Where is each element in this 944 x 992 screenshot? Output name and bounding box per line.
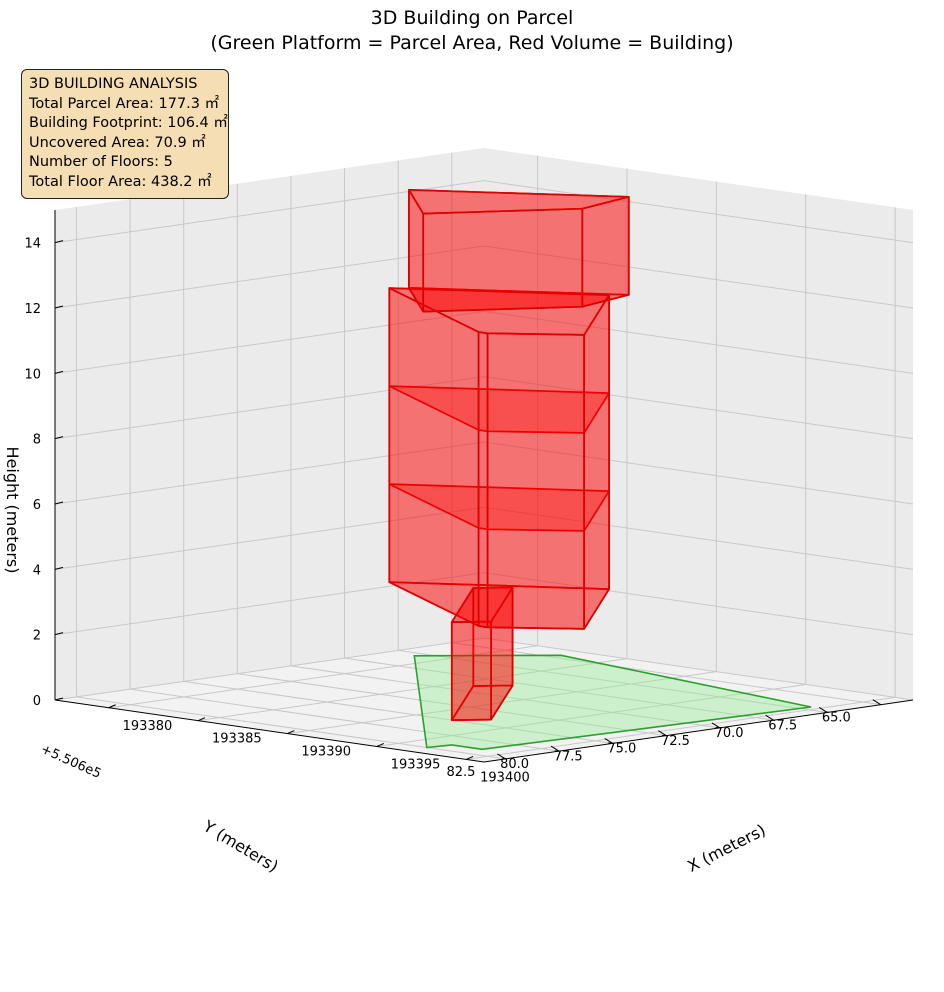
grid-line — [54, 180, 485, 244]
x-axis-line — [54, 699, 485, 763]
y-tick — [818, 706, 828, 713]
z-tick — [54, 501, 64, 505]
grid-line — [483, 637, 914, 701]
axis-lines — [54, 210, 914, 763]
grid-line — [483, 441, 914, 505]
grid-line — [483, 376, 914, 440]
analysis-line-footprint: Building Footprint: 106.4 ㎡ — [29, 115, 228, 131]
z-tick-label: 12 — [24, 302, 41, 317]
building-wall — [581, 195, 630, 308]
z-tick — [54, 436, 64, 440]
z-tick — [54, 305, 64, 309]
z-tick — [54, 240, 64, 244]
building-wall — [477, 331, 489, 629]
grid-line — [54, 441, 485, 505]
grid-line — [451, 642, 881, 706]
x-tick-label: 193390 — [301, 745, 351, 760]
y-tick — [497, 753, 506, 760]
grid-line — [483, 310, 914, 374]
y-tick-label: 80.0 — [500, 757, 529, 772]
analysis-heading: 3D BUILDING ANALYSIS — [29, 76, 198, 92]
z-tick-label: 4 — [33, 563, 41, 578]
building-volume — [388, 189, 630, 721]
z-tick-label: 0 — [33, 694, 41, 709]
y-tick — [872, 699, 882, 706]
z-axis-label: Height (meters) — [3, 447, 22, 574]
y-tick — [550, 745, 560, 752]
z-tick-label: 6 — [33, 498, 41, 513]
building-floor-slab — [388, 483, 610, 532]
parcel-platform — [413, 654, 812, 751]
y-tick — [711, 722, 721, 729]
grid-line — [54, 245, 485, 309]
tick-marks — [54, 240, 882, 760]
parcel-polygon — [413, 654, 812, 751]
analysis-line-floor-area: Total Floor Area: 438.2 ㎡ — [29, 173, 212, 190]
y-tick-label: 67.5 — [768, 718, 797, 733]
y-axis-label: Y (meters) — [199, 816, 281, 876]
y-tick-label: 65.0 — [822, 711, 851, 726]
z-tick — [54, 370, 64, 374]
grid-line — [483, 245, 914, 309]
grid-line — [376, 684, 806, 747]
analysis-summary-box: 3D BUILDING ANALYSIS Total Parcel Area: … — [21, 69, 229, 199]
y-tick-label: 72.5 — [661, 734, 690, 749]
z-tick-label: 2 — [33, 629, 41, 644]
grid-line — [483, 572, 914, 636]
y-tick — [658, 730, 667, 737]
chart-subtitle: (Green Platform = Parcel Area, Red Volum… — [210, 32, 734, 54]
analysis-line-floors: Number of Floors: 5 — [29, 154, 173, 170]
grid-line — [130, 688, 560, 752]
x-tick — [108, 704, 116, 709]
chart-title: 3D Building on Parcel — [370, 7, 574, 29]
building-wall — [486, 332, 585, 630]
z-tick-label: 10 — [24, 367, 41, 382]
x-axis-label: X (meters) — [684, 820, 768, 876]
y-tick-label: 77.5 — [554, 749, 583, 764]
grid-line — [466, 696, 896, 760]
y-tick-label: 70.0 — [715, 726, 744, 741]
grid-line — [54, 637, 485, 701]
grid-line — [54, 310, 485, 374]
y-tick-label: 82.5 — [446, 765, 475, 780]
z-tick-label: 14 — [24, 237, 41, 252]
x-tick-label: 193385 — [212, 732, 262, 747]
building-wall — [583, 294, 610, 630]
analysis-line-parcel-area: Total Parcel Area: 177.3 ㎡ — [29, 95, 220, 112]
left-wall-pane — [55, 148, 484, 700]
grid-line — [483, 180, 914, 244]
y-axis-line — [483, 699, 914, 763]
grid-line — [483, 506, 914, 570]
grid-line — [197, 658, 628, 722]
z-tick — [54, 566, 64, 570]
x-tick — [197, 717, 206, 722]
building-wall — [450, 620, 492, 721]
x-tick — [376, 743, 384, 747]
z-tick-label: 8 — [33, 433, 41, 448]
tick-labels: 193380 193385 193390 193395 193400 65.0 67.5 70… — [24, 237, 850, 786]
x-tick — [287, 730, 295, 735]
x-tick-label: 193380 — [123, 719, 173, 734]
z-tick — [54, 632, 64, 636]
x-tick-label: 193400 — [480, 770, 530, 785]
building-wall — [422, 207, 584, 313]
building-floor-slab — [388, 385, 610, 434]
grid-line — [183, 680, 613, 744]
grid-line — [398, 649, 828, 713]
y-tick-label: 75.0 — [607, 742, 636, 757]
x-tick-label: 193395 — [391, 758, 441, 773]
grid-lines — [54, 152, 914, 760]
x-tick — [465, 755, 474, 760]
grid-line — [76, 696, 506, 760]
y-tick — [604, 737, 613, 744]
y-tick — [765, 714, 774, 721]
y-axis-offset-label: +5.506e5 — [38, 742, 103, 782]
analysis-line-uncovered: Uncovered Area: 70.9 ㎡ — [29, 134, 206, 151]
grid-line — [54, 506, 485, 570]
building-wall — [388, 287, 480, 627]
z-tick — [54, 697, 64, 701]
